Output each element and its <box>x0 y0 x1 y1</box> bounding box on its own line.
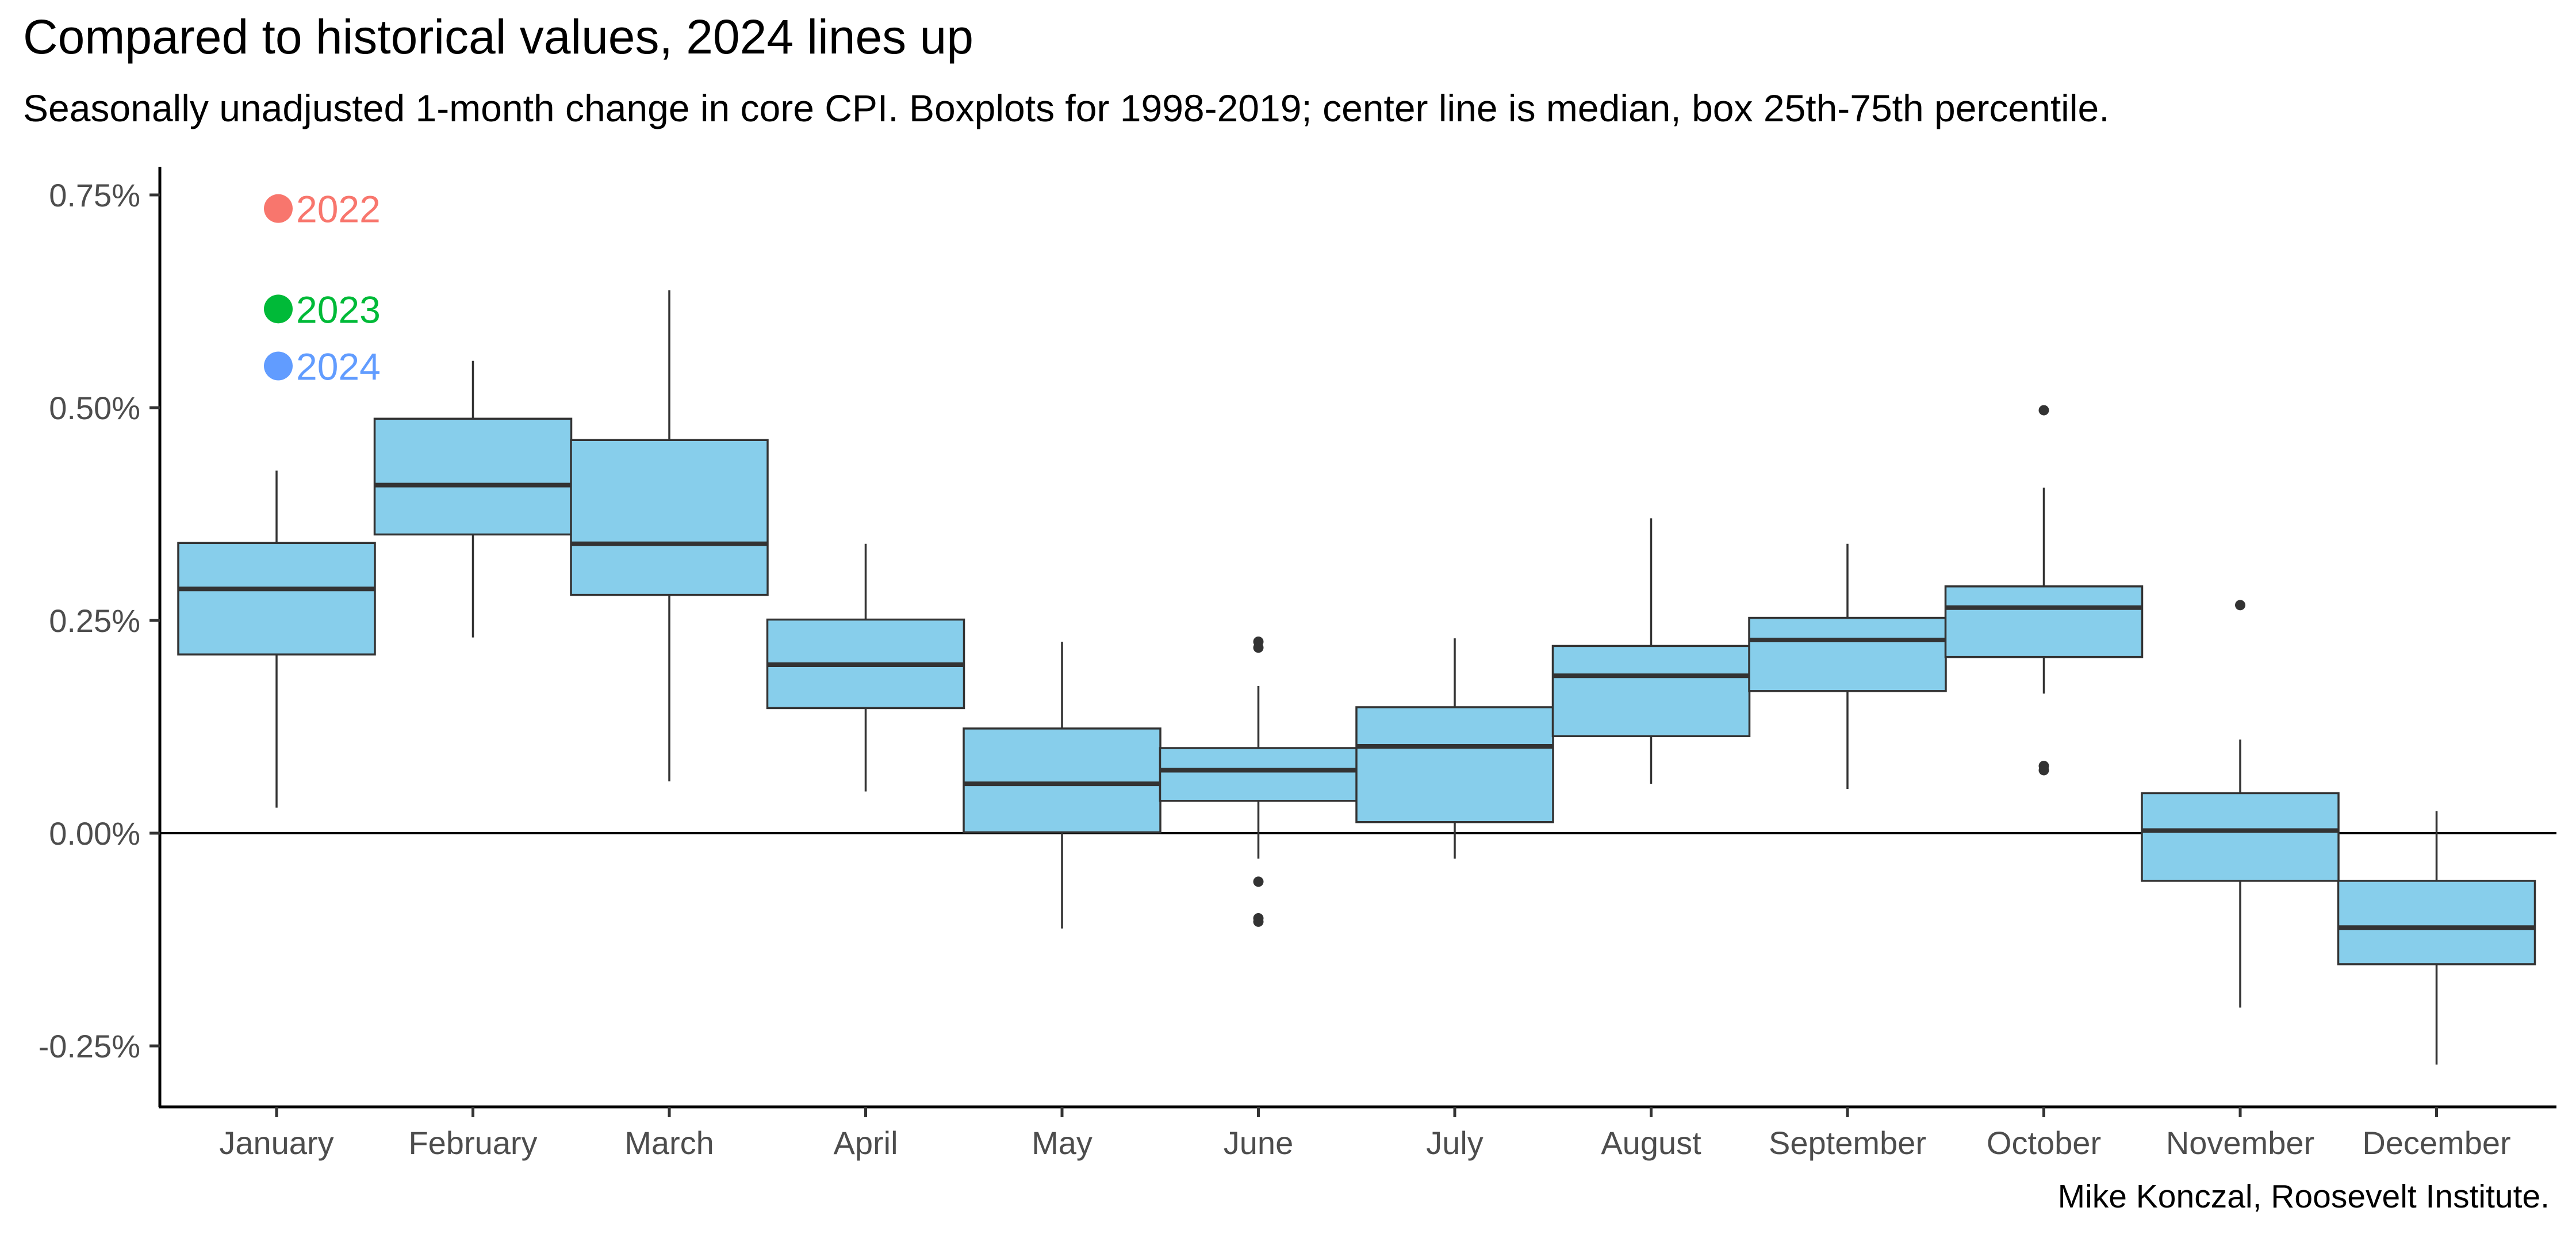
x-tick-label: November <box>2166 1125 2314 1161</box>
box-iqr <box>1944 585 2144 658</box>
highlight-point-2022 <box>264 194 293 223</box>
chart-title: Compared to historical values, 2024 line… <box>23 10 973 64</box>
box-may <box>963 642 1162 929</box>
y-tick-label: 0.25% <box>49 603 140 639</box>
box-december <box>2337 811 2536 1065</box>
x-tick-label: September <box>1769 1125 1926 1161</box>
x-tick-label: January <box>219 1125 334 1161</box>
y-tick-label: 0.75% <box>49 177 140 213</box>
outlier-point <box>2235 600 2245 611</box>
outlier-point <box>1253 916 1264 927</box>
box-iqr <box>1551 645 1751 738</box>
box-march <box>570 290 769 781</box>
box-iqr <box>963 727 1162 834</box>
y-tick-label: 0.00% <box>49 815 140 852</box>
outlier-point <box>1253 876 1264 887</box>
box-july <box>1355 638 1554 859</box>
boxes <box>177 290 2536 1065</box>
x-tick-label: August <box>1601 1125 1701 1161</box>
box-august <box>1551 518 1751 784</box>
box-iqr <box>177 542 376 656</box>
x-tick-label: October <box>1987 1125 2101 1161</box>
chart-subtitle: Seasonally unadjusted 1-month change in … <box>23 87 2110 129</box>
highlight-points: 2022 2023 2024 <box>264 188 381 388</box>
box-iqr <box>2141 792 2340 882</box>
x-tick-label: May <box>1032 1125 1092 1161</box>
axes: -0.25% 0.00% 0.25% 0.50% 0.75% January Februar… <box>39 167 2556 1161</box>
x-tick-label: June <box>1224 1125 1293 1161</box>
x-tick-label: December <box>2362 1125 2510 1161</box>
highlight-point-2024 <box>264 351 293 381</box>
box-iqr <box>1159 747 1358 802</box>
highlight-point-2023 <box>264 294 293 324</box>
outlier-point <box>1253 642 1264 653</box>
box-april <box>766 543 965 792</box>
y-tick-label: -0.25% <box>39 1028 140 1064</box>
chart-caption: Mike Konczal, Roosevelt Institute. <box>2057 1178 2550 1215</box>
x-tick-label: April <box>833 1125 898 1161</box>
box-iqr <box>570 439 769 596</box>
x-tick-label: July <box>1426 1125 1483 1161</box>
box-iqr <box>1355 706 1554 823</box>
box-iqr <box>1748 616 1947 692</box>
highlight-label-2023: 2023 <box>296 288 381 331</box>
box-october <box>1944 405 2144 776</box>
box-iqr <box>373 417 573 536</box>
y-tick-label: 0.50% <box>49 390 140 426</box>
box-january <box>177 470 376 808</box>
box-november <box>2141 600 2340 1008</box>
outlier-point <box>2038 765 2049 776</box>
highlight-label-2024: 2024 <box>296 345 381 388</box>
box-june <box>1159 637 1358 927</box>
highlight-label-2022: 2022 <box>296 188 381 231</box>
box-september <box>1748 543 1947 789</box>
x-tick-label: February <box>408 1125 537 1161</box>
box-february <box>373 361 573 638</box>
box-iqr <box>2337 880 2536 965</box>
x-tick-label: March <box>624 1125 714 1161</box>
outlier-point <box>2038 405 2049 416</box>
